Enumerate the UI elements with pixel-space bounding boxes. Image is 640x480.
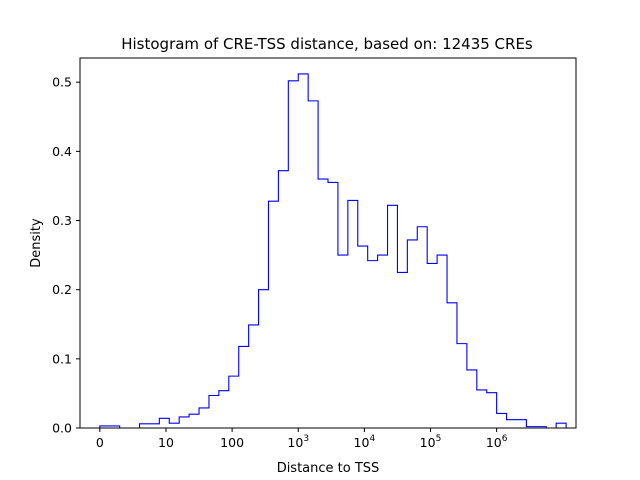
- histogram-bar: [308, 101, 318, 428]
- histogram-bar: [328, 182, 338, 428]
- x-tick-label: 103: [287, 434, 309, 450]
- x-tick-label: 0: [96, 435, 104, 450]
- y-tick-label: 0.0: [52, 421, 72, 436]
- histogram-bar: [219, 391, 229, 428]
- histogram-bar: [268, 201, 278, 428]
- histogram-bar: [348, 200, 358, 428]
- y-tick-label: 0.1: [52, 351, 72, 366]
- plot-frame: [79, 57, 577, 429]
- histogram-bar: [378, 255, 388, 428]
- histogram-bar: [477, 390, 487, 428]
- x-tick-label: 106: [486, 434, 508, 450]
- histogram-bar: [278, 171, 288, 428]
- histogram-bar: [199, 408, 209, 428]
- histogram-bar: [497, 413, 507, 428]
- y-axis-label: Density: [29, 218, 44, 268]
- histogram-bar: [397, 272, 407, 428]
- histogram-bar: [209, 395, 219, 428]
- y-tick-label: 0.5: [52, 75, 72, 90]
- chart-title: Histogram of CRE-TSS distance, based on:…: [121, 35, 533, 53]
- x-axis-label: Distance to TSS: [277, 461, 380, 476]
- histogram-bar: [169, 423, 179, 428]
- x-tick-label: 100: [220, 435, 244, 450]
- histogram-bar: [368, 261, 378, 428]
- histogram-bar: [179, 417, 189, 428]
- y-tick-label: 0.3: [52, 213, 72, 228]
- histogram-bar: [417, 227, 427, 428]
- histogram-bar: [407, 240, 417, 428]
- x-tick-label: 104: [354, 434, 376, 450]
- histogram-series: [99, 73, 567, 429]
- histogram-bar: [467, 370, 477, 428]
- histogram-bar: [427, 263, 437, 428]
- histogram-bar: [437, 255, 447, 428]
- y-tick-label: 0.4: [52, 144, 72, 159]
- histogram-bar: [487, 393, 497, 428]
- x-tick-label: 10: [158, 435, 174, 450]
- histogram-bar: [159, 418, 169, 428]
- histogram-bar: [189, 414, 199, 428]
- histogram-bar: [298, 74, 308, 428]
- x-axis: 0 10 100 103 104 105 106: [96, 428, 508, 450]
- histogram-bar: [358, 246, 368, 428]
- histogram-bar: [249, 325, 259, 428]
- histogram-bar: [318, 179, 328, 428]
- histogram-outline: [99, 73, 567, 429]
- histogram-bar: [229, 376, 239, 428]
- histogram-bar: [447, 303, 457, 428]
- histogram-bar: [140, 424, 160, 428]
- histogram-bar: [259, 290, 269, 428]
- y-axis: 0.0 0.1 0.2 0.3 0.4 0.5: [52, 75, 80, 436]
- histogram-bar: [457, 344, 467, 428]
- histogram-bar: [388, 205, 398, 428]
- histogram-bar: [239, 346, 249, 428]
- histogram-bar: [338, 255, 348, 428]
- histogram-bar: [507, 420, 527, 428]
- histogram-bar: [288, 81, 298, 428]
- x-tick-label: 105: [420, 434, 442, 450]
- y-tick-label: 0.2: [52, 282, 72, 297]
- histogram-bar: [556, 423, 566, 428]
